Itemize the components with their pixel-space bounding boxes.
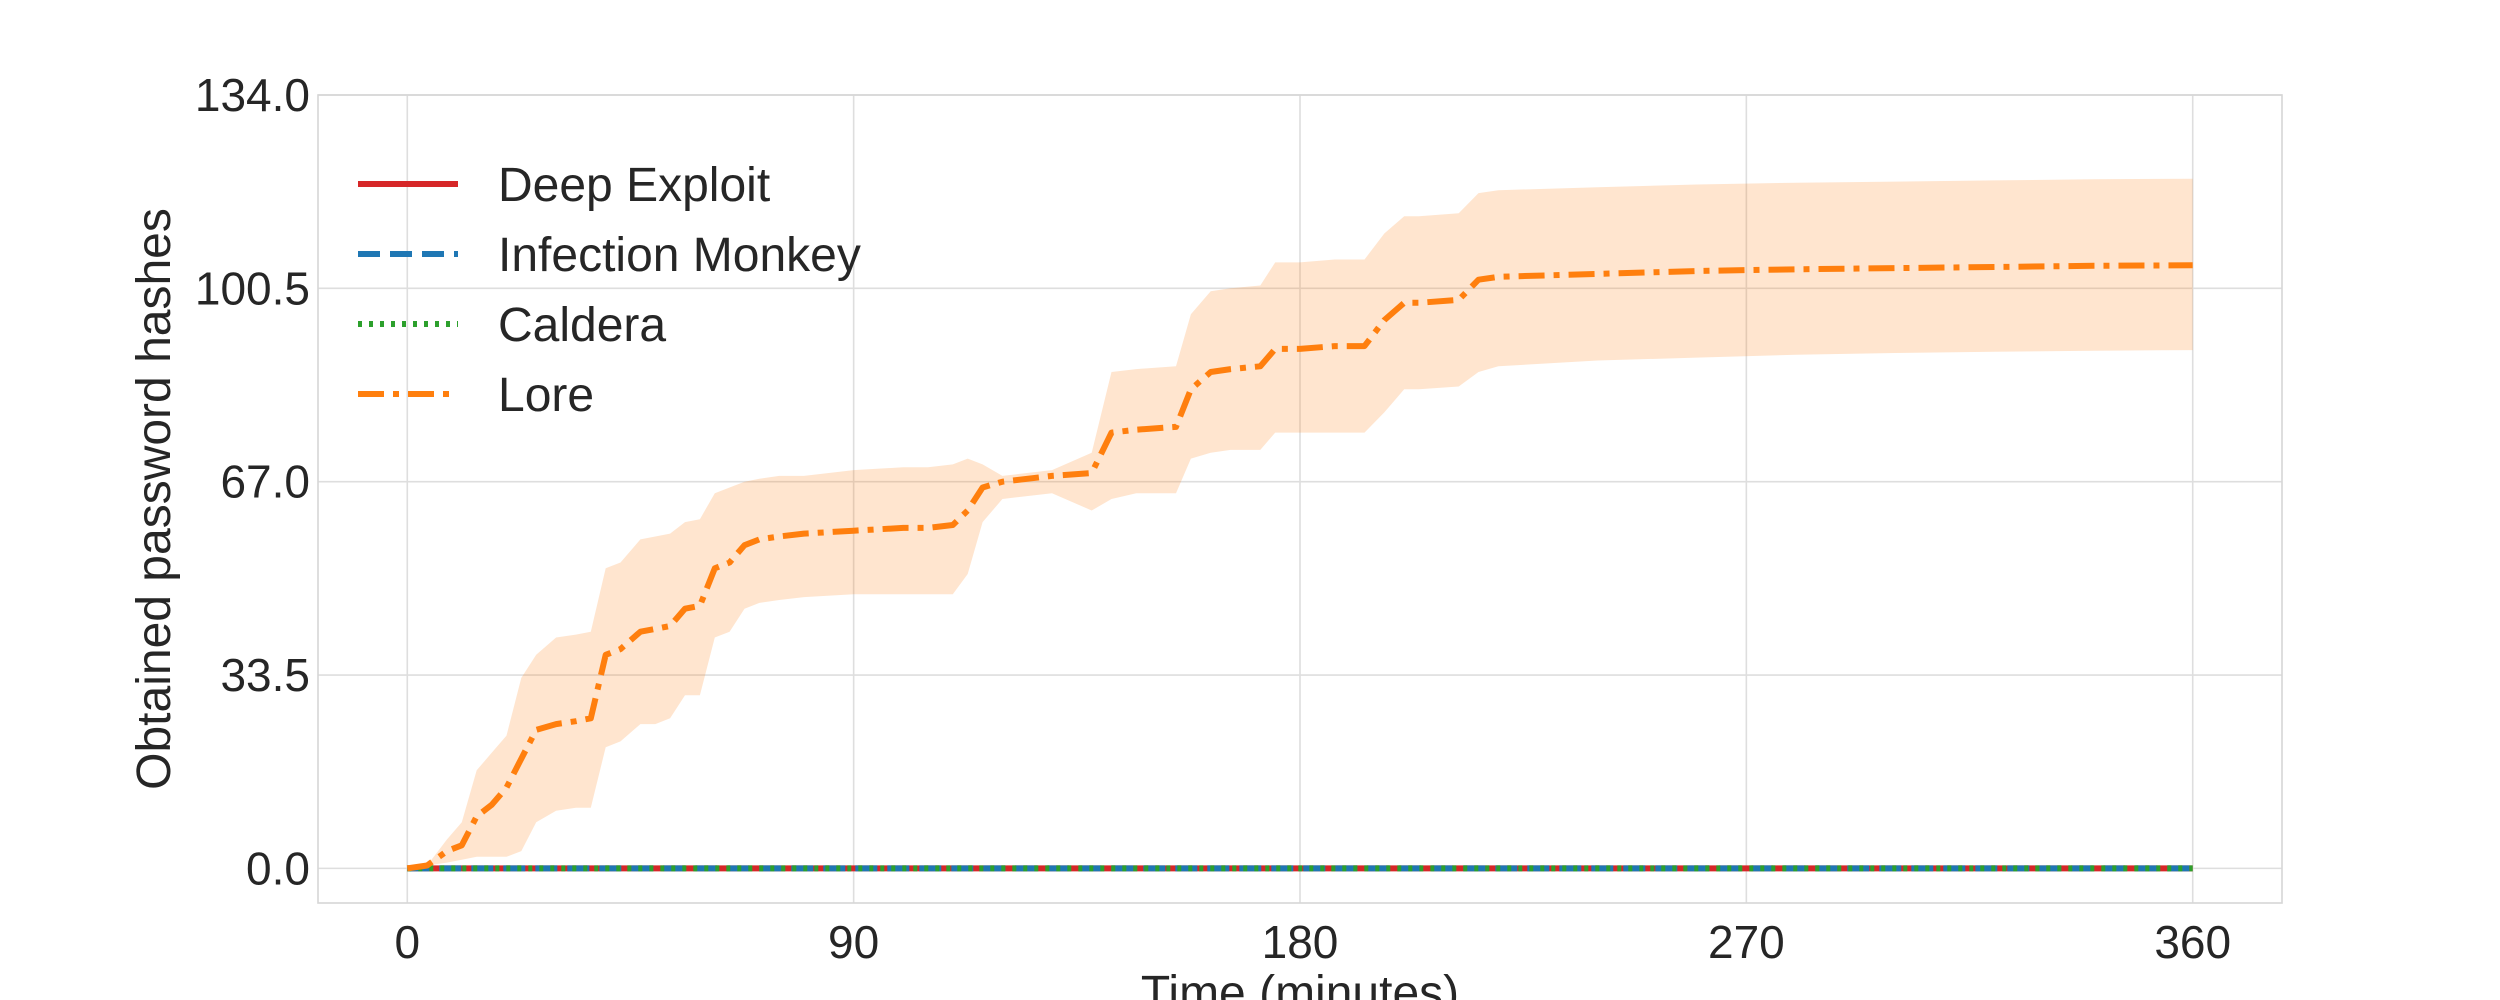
y-axis-ticks: 0.0 33.5 67.0 100.5 134.0: [195, 69, 310, 894]
y-tick-label: 67.0: [220, 456, 310, 508]
y-tick-label: 33.5: [220, 649, 310, 701]
x-tick-label: 0: [394, 916, 420, 968]
legend-item-deep-exploit: Deep Exploit: [358, 159, 770, 212]
legend: Deep Exploit Infection Monkey Caldera Lore: [358, 159, 861, 422]
plot-frame: [317, 94, 2283, 904]
y-tick-label: 0.0: [246, 842, 310, 894]
y-tick-label: 100.5: [195, 262, 310, 314]
legend-label: Lore: [498, 369, 594, 422]
legend-label: Caldera: [498, 299, 666, 352]
legend-item-lore: Lore: [358, 369, 594, 422]
x-tick-label: 90: [828, 916, 879, 968]
legend-label: Infection Monkey: [498, 229, 861, 282]
y-axis-label: Obtained password hashes: [128, 208, 181, 790]
series-lines: [406, 262, 2193, 872]
x-tick-label: 180: [1262, 916, 1339, 968]
legend-item-infection-monkey: Infection Monkey: [358, 229, 861, 282]
band-lore: [407, 178, 2193, 869]
x-tick-label: 360: [2154, 916, 2231, 968]
legend-item-caldera: Caldera: [358, 299, 666, 352]
confidence-bands: [407, 178, 2193, 869]
x-axis-ticks: 0 90 180 270 360: [394, 916, 2231, 968]
y-tick-label: 134.0: [195, 69, 310, 121]
legend-label: Deep Exploit: [498, 159, 770, 212]
x-axis-label: Time (minutes): [1141, 967, 1459, 1000]
series-line-lore: [406, 262, 2193, 872]
x-tick-label: 270: [1708, 916, 1785, 968]
